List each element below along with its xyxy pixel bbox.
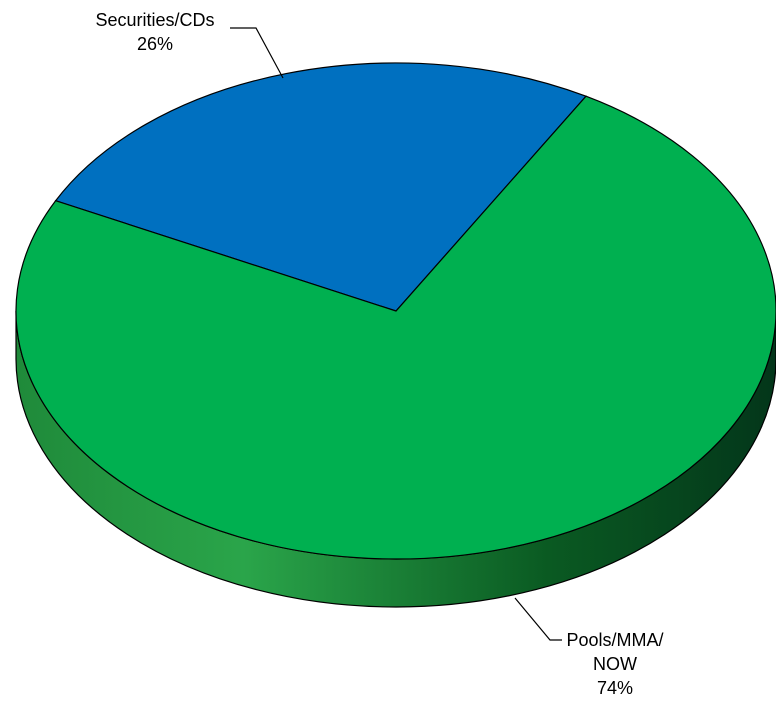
leader-line xyxy=(514,597,562,641)
slice-label: Securities/CDs 26% xyxy=(60,8,250,56)
category-label: Pools/MMA/NOW xyxy=(566,630,664,674)
leader-line xyxy=(230,27,284,79)
value-label: 74% xyxy=(596,678,634,698)
pie-slice xyxy=(54,62,588,312)
category-label: Securities/CDs xyxy=(95,10,215,30)
pie-slice xyxy=(15,95,776,560)
slice-label: Pools/MMA/NOW 74% xyxy=(555,628,675,700)
value-label: 26% xyxy=(136,34,174,54)
